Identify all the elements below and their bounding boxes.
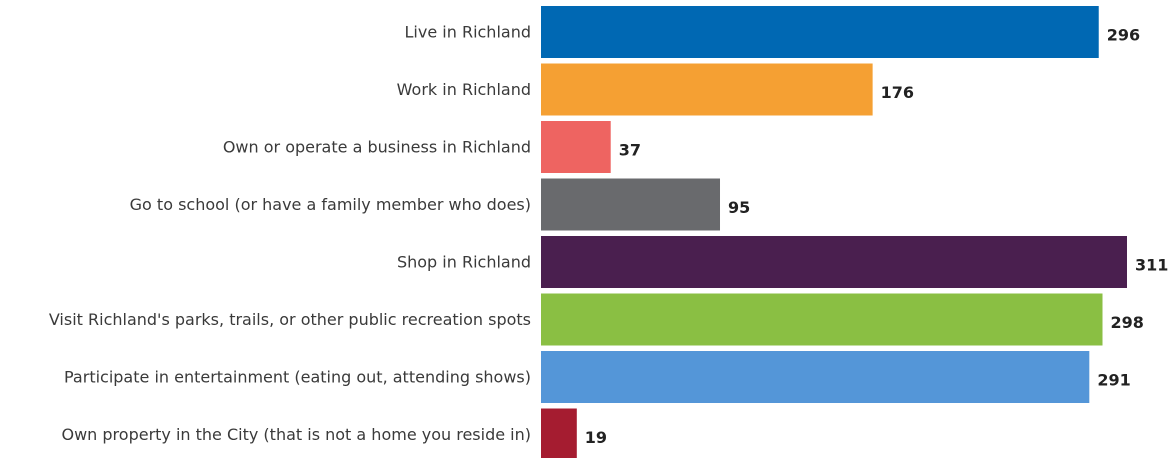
category-label-go-to-school-or-have-a-family-member-who-does: Go to school (or have a family member wh… [130, 195, 531, 214]
category-label-work-in-richland: Work in Richland [397, 80, 531, 99]
value-label-work-in-richland: 176 [881, 83, 914, 102]
bar-own-property-in-the-city-that-is-not-a-home-you-reside-in [541, 408, 577, 458]
bar-participate-in-entertainment-eating-out-attending-shows [541, 351, 1090, 403]
value-label-shop-in-richland: 311 [1135, 256, 1168, 275]
category-label-shop-in-richland: Shop in Richland [397, 253, 531, 272]
category-label-own-property-in-the-city-that-is-not-a-home-you-reside-in: Own property in the City (that is not a … [61, 425, 531, 444]
value-label-go-to-school-or-have-a-family-member-who-does: 95 [728, 198, 750, 217]
bar-live-in-richland [541, 6, 1099, 58]
bar-own-or-operate-a-business-in-richland [541, 121, 611, 173]
bar-shop-in-richland [541, 236, 1127, 288]
value-label-live-in-richland: 296 [1107, 26, 1140, 45]
value-label-visit-richland-s-parks-trails-or-other-public-recreation-spots: 298 [1111, 313, 1144, 332]
category-label-live-in-richland: Live in Richland [405, 23, 531, 42]
category-label-participate-in-entertainment-eating-out-attending-shows: Participate in entertainment (eating out… [64, 368, 531, 387]
bar-work-in-richland [541, 63, 873, 116]
category-label-own-or-operate-a-business-in-richland: Own or operate a business in Richland [223, 138, 531, 157]
bar-go-to-school-or-have-a-family-member-who-does [541, 178, 721, 231]
value-label-own-property-in-the-city-that-is-not-a-home-you-reside-in: 19 [585, 428, 607, 447]
category-label-visit-richland-s-parks-trails-or-other-public-recreation-spots: Visit Richland's parks, trails, or other… [49, 310, 531, 329]
value-label-participate-in-entertainment-eating-out-attending-shows: 291 [1097, 371, 1130, 390]
value-label-own-or-operate-a-business-in-richland: 37 [619, 141, 641, 160]
bar-visit-richland-s-parks-trails-or-other-public-recreation-spots [541, 293, 1103, 346]
